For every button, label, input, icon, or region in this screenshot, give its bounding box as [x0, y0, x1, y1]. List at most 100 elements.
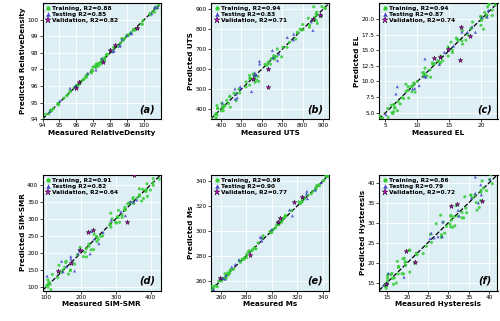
Point — [50, 106, 58, 111]
Point — [382, 282, 390, 287]
Point — [99, 59, 107, 64]
Point — [382, 286, 390, 291]
Point — [94, 237, 102, 242]
Point — [74, 83, 82, 88]
Point — [246, 82, 254, 88]
Point — [106, 47, 114, 52]
Point — [226, 94, 234, 100]
Point — [46, 282, 54, 287]
Point — [246, 76, 254, 81]
Point — [382, 112, 390, 117]
Point — [149, 176, 157, 181]
Point — [87, 229, 95, 234]
Point — [236, 258, 244, 264]
Point — [213, 103, 221, 108]
Point — [268, 230, 276, 235]
Point — [80, 254, 88, 259]
Point — [154, 169, 162, 174]
Point — [300, 196, 308, 202]
Point — [108, 48, 116, 54]
Point — [316, 183, 324, 188]
Point — [473, 208, 481, 213]
Point — [481, 10, 489, 15]
Point — [400, 96, 407, 101]
Point — [279, 45, 287, 50]
Point — [298, 199, 306, 204]
Point — [266, 62, 274, 67]
Point — [85, 244, 93, 249]
Point — [48, 272, 56, 277]
Point — [392, 281, 400, 286]
Legend: Training, R2=0.98, Testing R2=0.90, Validation, R2=0.77: Training, R2=0.98, Testing R2=0.90, Vali… — [212, 177, 288, 196]
Point — [278, 217, 286, 222]
Point — [235, 87, 243, 92]
Point — [153, 6, 161, 11]
Y-axis label: Predicted Ms: Predicted Ms — [188, 206, 194, 259]
Point — [300, 196, 308, 201]
Point — [66, 86, 74, 91]
Point — [440, 50, 448, 55]
Point — [258, 238, 266, 243]
Point — [486, 177, 494, 182]
Point — [264, 85, 272, 90]
Point — [222, 273, 230, 278]
Point — [302, 191, 310, 196]
Point — [66, 89, 74, 94]
Legend: Training, R2=0.88, Testing R2=0.85, Validation, R2=0.82: Training, R2=0.88, Testing R2=0.85, Vali… — [44, 5, 120, 24]
Point — [486, 1, 494, 6]
Point — [234, 95, 241, 100]
Point — [282, 213, 290, 218]
Point — [88, 70, 96, 75]
Point — [292, 37, 300, 42]
Point — [224, 101, 232, 106]
Point — [483, 14, 491, 20]
Point — [438, 58, 446, 63]
Point — [231, 262, 239, 267]
Point — [122, 207, 130, 213]
Point — [408, 86, 416, 91]
Point — [402, 82, 410, 87]
Point — [98, 57, 106, 63]
Text: (a): (a) — [140, 104, 155, 114]
Point — [452, 203, 460, 208]
Point — [477, 190, 485, 195]
Point — [384, 115, 392, 120]
Point — [88, 67, 96, 73]
Point — [62, 260, 70, 265]
Point — [434, 58, 442, 64]
Point — [436, 61, 444, 66]
Point — [72, 86, 80, 91]
Point — [462, 206, 470, 211]
Point — [250, 72, 258, 77]
Point — [130, 172, 138, 178]
Point — [270, 57, 278, 62]
Point — [82, 74, 90, 79]
Point — [296, 201, 304, 206]
Point — [477, 23, 485, 28]
Point — [221, 103, 229, 108]
Point — [226, 94, 234, 99]
Point — [381, 282, 389, 287]
Point — [419, 251, 427, 256]
Point — [318, 180, 326, 185]
Point — [218, 100, 226, 106]
Point — [320, 178, 328, 183]
Point — [269, 55, 277, 60]
Point — [472, 191, 480, 196]
Point — [408, 83, 416, 89]
Point — [476, 182, 484, 187]
Point — [286, 40, 294, 45]
Point — [267, 56, 275, 61]
Point — [390, 102, 398, 107]
Point — [250, 72, 258, 77]
Point — [276, 216, 284, 221]
Legend: Training, R2=0.91, Testing R2=0.82, Validation, R2=0.64: Training, R2=0.91, Testing R2=0.82, Vali… — [44, 177, 120, 196]
Point — [112, 42, 120, 48]
Point — [118, 36, 126, 41]
Point — [324, 0, 332, 2]
Point — [146, 13, 154, 18]
Point — [272, 225, 280, 230]
Point — [410, 261, 418, 266]
Point — [394, 84, 402, 89]
Point — [439, 219, 447, 224]
